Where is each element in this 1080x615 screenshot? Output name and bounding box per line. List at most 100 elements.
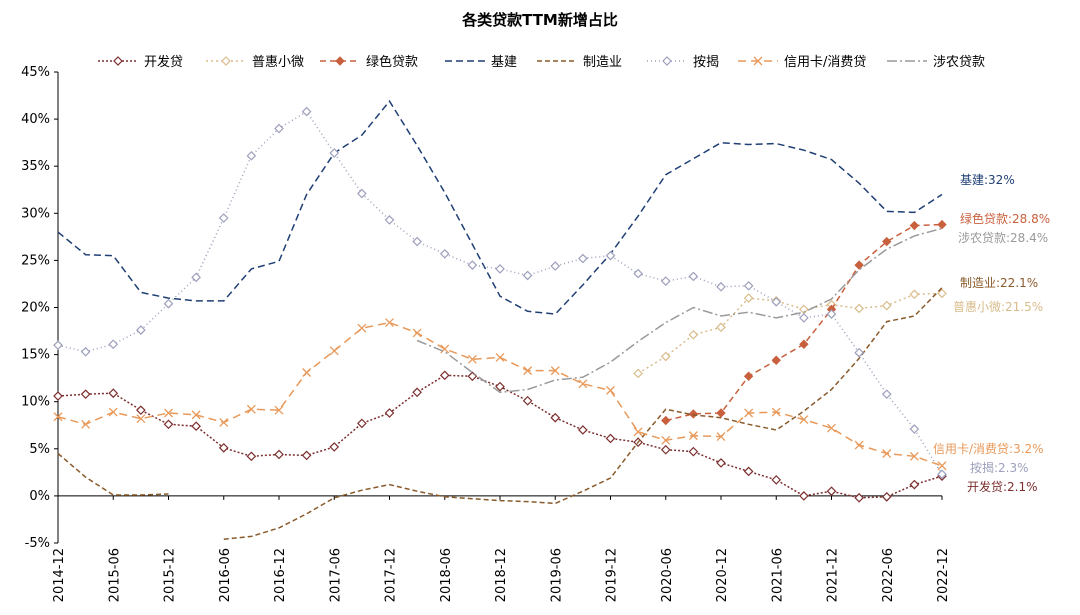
x-tick-label: 2014-12 [52,548,67,602]
marker-x [550,366,560,376]
marker-x [191,410,201,420]
y-tick-label: 0% [29,489,50,504]
marker-diamond [412,236,422,247]
marker-x [661,435,671,445]
legend-item: 基建 [445,55,517,70]
y-tick-label: 15% [21,348,50,363]
marker-diamond [80,346,91,357]
marker-diamond [716,458,726,468]
series-line [57,110,943,475]
marker-diamond [53,340,63,351]
marker-diamond [218,443,229,453]
marker-diamond [113,56,123,66]
marker-diamond [660,276,671,286]
marker-diamond [909,289,920,300]
legend-item: 按揭 [647,55,719,70]
x-tick-label: 2018-06 [439,548,454,602]
marker-diamond [909,479,920,490]
x-tick-label: 2019-12 [605,548,620,602]
marker-diamond [53,391,63,401]
x-tick-label: 2015-12 [163,548,178,602]
marker-diamond [909,424,920,434]
marker-diamond [937,469,947,480]
marker-diamond-filled [771,355,781,365]
marker-diamond [301,450,312,461]
marker-x [357,323,367,333]
y-tick-label: 45% [21,65,50,80]
marker-x [523,366,533,376]
x-tick-label: 2021-12 [826,548,841,602]
marker-diamond [826,486,837,497]
marker-diamond [136,325,146,335]
series-6 [53,106,947,480]
end-value-label: 制造业:22.1% [960,276,1038,290]
marker-x [716,432,726,442]
marker-diamond-filled [716,408,726,418]
marker-diamond [743,293,754,303]
marker-diamond [716,281,726,292]
x-tick-label: 2020-12 [715,548,730,602]
marker-diamond-filled [799,339,809,349]
marker-x [827,423,836,433]
x-tick-label: 2017-12 [384,548,399,602]
marker-x [753,56,763,66]
end-value-label: 绿色贷款:28.8% [960,211,1050,226]
marker-diamond [218,213,229,223]
marker-x [136,414,146,424]
marker-x [81,419,91,429]
series-4 [57,99,943,315]
marker-x [937,461,947,471]
marker-x [219,417,229,427]
series-line [637,292,943,375]
y-tick-label: 5% [29,442,50,457]
marker-diamond [578,253,588,264]
series-line [57,374,943,499]
x-tick-label: 2015-06 [107,548,122,602]
marker-diamond [578,425,588,435]
marker-diamond [550,261,561,271]
marker-diamond [136,405,146,416]
marker-diamond-filled [882,236,892,247]
marker-diamond [771,475,782,485]
marker-diamond [439,370,450,381]
marker-diamond [274,123,284,134]
marker-x [246,404,256,414]
marker-diamond [716,322,726,333]
legend-item: 普惠小微 [206,55,304,70]
marker-diamond [439,248,450,259]
marker-diamond [633,368,643,379]
chart-title: 各类贷款TTM新增占比 [461,11,618,29]
legend-item: 开发贷 [98,54,183,70]
end-value-label: 开发贷:2.1% [967,479,1038,494]
marker-x [882,449,892,458]
legend-label: 按揭 [693,55,719,70]
marker-diamond [633,268,643,279]
marker-diamond [688,446,699,457]
marker-diamond-filled [909,220,920,231]
marker-diamond-filled [743,371,754,381]
legend-item: 涉农贷款 [887,55,985,70]
legend-item: 信用卡/消费贷 [738,55,866,70]
x-tick-label: 2020-06 [660,548,675,602]
plot-area [53,99,947,540]
marker-diamond [191,421,201,432]
series-1 [53,370,947,503]
x-tick-label: 2022-06 [881,548,896,602]
y-tick-label: 10% [21,395,50,410]
x-tick-label: 2021-06 [770,548,785,602]
y-tick-label: -5% [25,536,50,551]
marker-diamond-filled [937,219,947,230]
legend-item: 绿色贷款 [320,54,418,70]
marker-x [53,412,63,422]
marker-diamond [357,418,367,429]
x-tick-label: 2017-06 [328,548,343,602]
marker-diamond [80,389,91,400]
marker-diamond-filled [688,409,699,419]
marker-x [633,427,643,437]
marker-diamond [246,150,257,161]
marker-x [274,405,284,415]
marker-x [606,385,615,395]
marker-x [385,318,394,328]
marker-diamond [799,491,809,501]
marker-diamond [799,313,809,323]
